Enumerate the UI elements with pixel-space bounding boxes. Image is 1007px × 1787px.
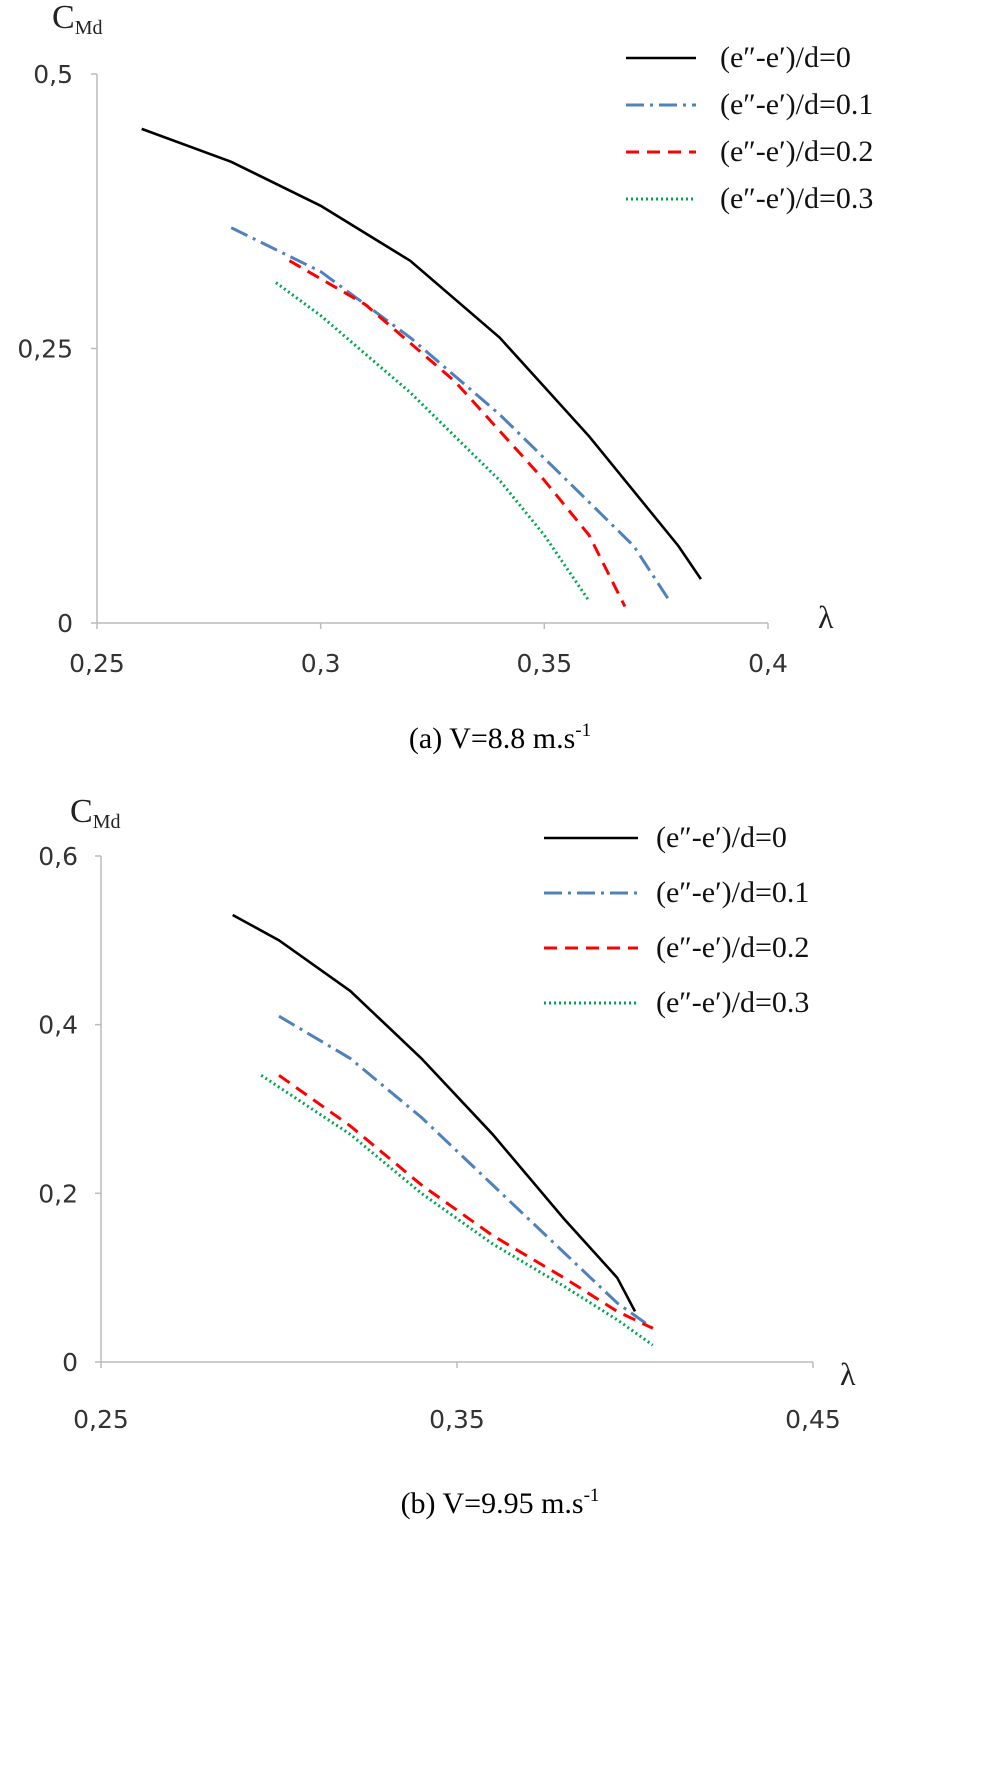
chart-a-y-axis-label-main: C — [52, 0, 75, 36]
chart-a-y-tick-label: 0,25 — [17, 335, 73, 364]
chart-b-legend-label-1: (e″-e′)/d=0.1 — [656, 876, 809, 909]
chart-b-legend-label-2: (e″-e′)/d=0.2 — [656, 931, 809, 964]
chart-a-caption: (a) V=8.8 m.s-1 — [409, 720, 591, 755]
chart-a: 00,250,50,25 0,3 0,35 0,4CMdλ(e″-e′)/d=0(e″… — [17, 0, 873, 755]
chart-b-series-line-0 — [232, 913, 637, 1313]
chart-a-caption-sup: -1 — [575, 720, 591, 741]
chart-a-series-line-2 — [288, 259, 627, 608]
chart-a-legend: (e″-e′)/d=0 (e″-e′)/d=0.1 (e″-e′)/d=0.2 (e″… — [626, 41, 873, 215]
chart-b-series-line-1 — [278, 1014, 654, 1330]
chart-b-y-axis-label-sub: Md — [93, 811, 121, 833]
chart-a-legend-label-1: (e″-e′)/d=0.1 — [720, 88, 873, 121]
chart-b-legend-label-0: (e″-e′)/d=0 — [656, 821, 787, 854]
chart-b-y-tick-label: 0,2 — [38, 1179, 78, 1208]
chart-a-x-tick-label: 0,4 — [748, 649, 788, 678]
chart-b: 00,20,40,60,25 0,35 0,45CMdλ(e″-e′)/d=0(e″… — [38, 793, 856, 1520]
chart-a-series-line-0 — [141, 127, 702, 580]
chart-b-y-tick-label: 0,4 — [38, 1011, 78, 1040]
chart-b-y-tick-label: 0,6 — [38, 842, 78, 871]
chart-a-x-axis-label: λ — [818, 599, 834, 635]
chart-a-y-tick-label: 0,5 — [33, 60, 73, 89]
chart-b-legend-label-3: (e″-e′)/d=0.3 — [656, 986, 809, 1019]
chart-a-x-tick-label: 0,25 — [69, 649, 125, 678]
chart-a-y-axis-label: CMd — [52, 0, 102, 39]
chart-a-x-tick-label: 0,35 — [516, 649, 572, 678]
chart-a-legend-label-2: (e″-e′)/d=0.2 — [720, 135, 873, 168]
chart-a-x-tick-label: 0,3 — [301, 649, 341, 678]
chart-b-series-line-2 — [278, 1074, 654, 1330]
chart-a-y-tick-label: 0 — [57, 609, 73, 638]
chart-b-caption-sup: -1 — [584, 1485, 600, 1506]
chart-b-x-tick-label: 0,25 — [73, 1405, 129, 1434]
chart-b-x-axis-label: λ — [840, 1356, 856, 1392]
chart-a-y-axis-label-sub: Md — [75, 17, 103, 39]
chart-b-legend: (e″-e′)/d=0 (e″-e′)/d=0.1 (e″-e′)/d=0.2 (e″… — [544, 821, 809, 1019]
chart-b-y-tick-label: 0 — [62, 1348, 78, 1377]
chart-b-y-axis-label-main: C — [70, 793, 93, 830]
chart-a-legend-label-0: (e″-e′)/d=0 — [720, 41, 851, 74]
chart-a-legend-label-3: (e″-e′)/d=0.3 — [720, 182, 873, 215]
chart-b-caption-text: (b) V=9.95 m.s — [401, 1487, 584, 1520]
chart-a-series-line-3 — [275, 281, 591, 602]
chart-b-x-tick-label: 0,45 — [785, 1405, 841, 1434]
chart-b-caption: (b) V=9.95 m.s-1 — [401, 1485, 600, 1520]
chart-b-y-axis-label: CMd — [70, 793, 120, 833]
chart-a-caption-text: (a) V=8.8 m.s — [409, 722, 575, 755]
chart-b-series-line-3 — [260, 1074, 654, 1347]
chart-b-x-tick-label: 0,35 — [429, 1405, 485, 1434]
chart-a-series-line-1 — [230, 226, 671, 602]
